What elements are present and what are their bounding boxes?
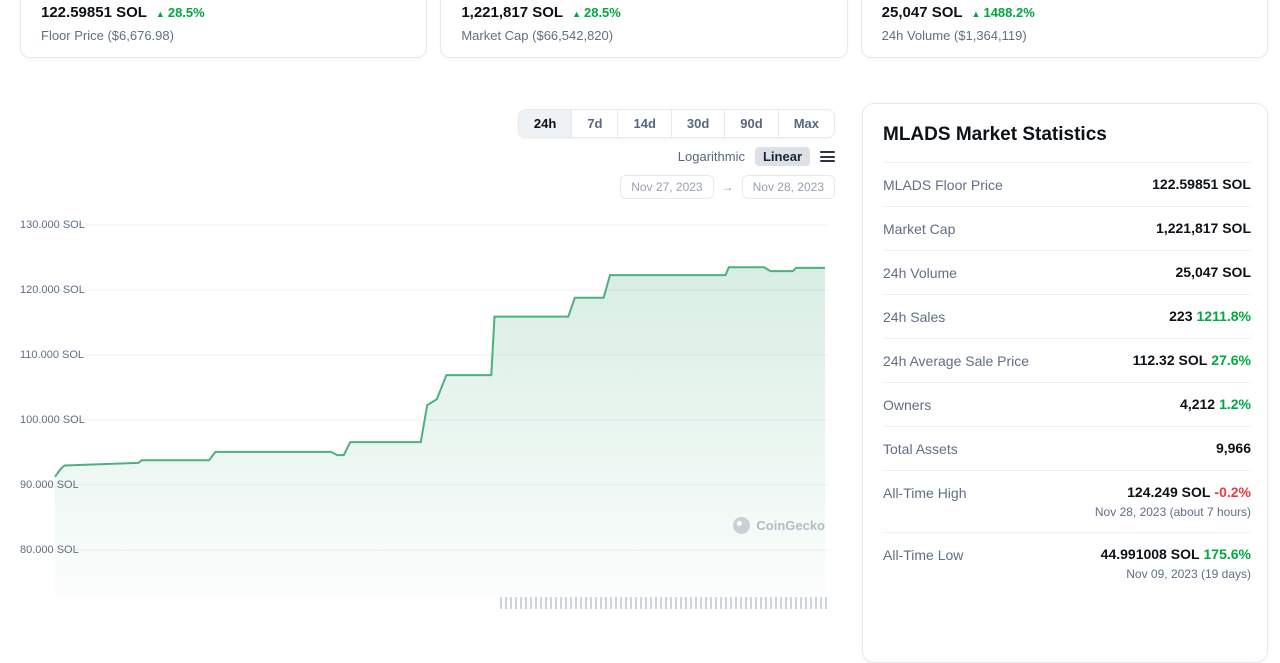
stat-value: 223 [1169, 308, 1193, 324]
stat-value: 112.32 SOL [1132, 352, 1208, 368]
stat-value: 1,221,817 SOL [1156, 220, 1251, 236]
range-button-14d[interactable]: 14d [617, 110, 671, 137]
volume-change: ▲ 1488.2% [971, 5, 1035, 20]
time-range-selector: 24h 7d 14d 30d 90d Max [517, 109, 835, 138]
stat-percent: -0.2% [1214, 484, 1251, 500]
range-button-30d[interactable]: 30d [670, 110, 725, 137]
chart-controls: 24h 7d 14d 30d 90d Max Logarithmic Linea… [20, 109, 848, 199]
stat-row-all-time-high: All-Time High 124.249 SOL -0.2% Nov 28, 20… [883, 470, 1251, 532]
chart-canvas[interactable] [20, 205, 848, 609]
stat-value: 124.249 SOL [1127, 484, 1211, 500]
stat-subtext: Nov 28, 2023 (about 7 hours) [1094, 505, 1251, 519]
stat-label: Owners [883, 397, 932, 413]
stat-value: 25,047 SOL [1175, 264, 1252, 280]
floor-price-change: ▲ 28.5% [155, 5, 205, 20]
scale-option-linear[interactable]: Linear [754, 147, 810, 166]
y-axis-label: 100.000 SOL [20, 414, 85, 426]
y-axis-label: 90.000 SOL [20, 479, 79, 491]
stat-subtext: Nov 09, 2023 (19 days) [1126, 567, 1251, 581]
stat-value: 122.59851 SOL [1152, 176, 1251, 192]
stat-label: 24h Sales [883, 309, 946, 325]
stat-row-24h-sales: 24h Sales 223 1211.8% [883, 294, 1251, 338]
volume-label: 24h Volume ($1,364,119) [881, 28, 1027, 43]
scale-toggle-row: Logarithmic Linear [678, 147, 835, 166]
stat-row-24h-volume: 24h Volume 25,047 SOL [883, 250, 1251, 294]
y-axis-label: 120.000 SOL [20, 284, 85, 296]
coingecko-watermark: CoinGecko [733, 517, 825, 534]
stat-row-all-time-low: All-Time Low 44.991008 SOL 175.6% Nov 09, … [883, 532, 1251, 594]
stat-row-total-assets: Total Assets 9,966 [883, 426, 1251, 470]
market-statistics-panel: MLADS Market Statistics MLADS Floor Pric… [862, 103, 1268, 663]
market-cap-change: ▲ 28.5% [572, 5, 621, 20]
y-axis-label: 110.000 SOL [20, 349, 85, 361]
floor-price-label: Floor Price ($6,676.98) [41, 28, 174, 43]
chart-menu-icon[interactable] [820, 148, 835, 166]
stat-percent: 1211.8% [1196, 308, 1252, 324]
stat-label: All-Time Low [883, 547, 964, 563]
floor-price-value: 122.59851 SOL [41, 4, 147, 21]
panel-title: MLADS Market Statistics [883, 124, 1107, 145]
scale-option-logarithmic[interactable]: Logarithmic [677, 149, 745, 164]
range-button-24h[interactable]: 24h [518, 110, 572, 137]
date-range-arrow-icon: → [721, 180, 734, 194]
stat-row-avg-sale-price: 24h Average Sale Price 112.32 SOL 27.6% [883, 338, 1251, 382]
stat-label: 24h Average Sale Price [883, 353, 1030, 369]
date-from-input[interactable]: Nov 27, 2023 [620, 175, 714, 199]
floor-price-chart[interactable]: CoinGecko 130.000 SOL 120.000 SOL 110.000 … [20, 205, 848, 609]
up-arrow-icon: ▲ [971, 9, 981, 19]
range-button-7d[interactable]: 7d [571, 110, 618, 137]
up-arrow-icon: ▲ [572, 9, 581, 19]
stat-cards-row: 122.59851 SOL ▲ 28.5% Floor Price ($6,676… [0, 0, 1280, 58]
stat-row-market-cap: Market Cap 1,221,817 SOL [883, 206, 1251, 250]
stat-label: Market Cap [883, 221, 956, 237]
stat-percent: 27.6% [1211, 352, 1251, 368]
stat-label: MLADS Floor Price [883, 177, 1003, 193]
stat-value: 44.991008 SOL [1100, 546, 1200, 562]
up-arrow-icon: ▲ [155, 9, 165, 19]
price-chart-section: 24h 7d 14d 30d 90d Max Logarithmic Linea… [20, 103, 848, 663]
y-axis-label: 130.000 SOL [20, 219, 85, 231]
stat-row-owners: Owners 4,212 1.2% [883, 382, 1251, 426]
volume-card: 25,047 SOL ▲ 1488.2% 24h Volume ($1,364,1… [860, 0, 1268, 58]
floor-price-card: 122.59851 SOL ▲ 28.5% Floor Price ($6,676… [20, 0, 428, 58]
stat-label: Total Assets [883, 441, 958, 457]
coingecko-watermark-text: CoinGecko [756, 518, 825, 533]
date-range-row: Nov 27, 2023 → Nov 28, 2023 [620, 175, 835, 199]
stat-label: All-Time High [883, 485, 967, 501]
market-cap-label: Market Cap ($66,542,820) [461, 28, 614, 43]
stat-row-floor-price: MLADS Floor Price 122.59851 SOL [883, 162, 1251, 206]
stat-percent: 175.6% [1203, 546, 1251, 562]
stat-value: 9,966 [1215, 440, 1251, 456]
stat-label: 24h Volume [883, 265, 957, 281]
main-content: 24h 7d 14d 30d 90d Max Logarithmic Linea… [0, 103, 1280, 663]
market-cap-value: 1,221,817 SOL [461, 4, 564, 21]
chart-range-navigator[interactable] [500, 597, 828, 609]
stat-percent: 1.2% [1219, 396, 1251, 412]
range-button-90d[interactable]: 90d [724, 110, 778, 137]
date-to-input[interactable]: Nov 28, 2023 [741, 175, 835, 199]
volume-value: 25,047 SOL [881, 4, 963, 21]
stat-value: 4,212 [1180, 396, 1216, 412]
y-axis-label: 80.000 SOL [20, 544, 79, 556]
market-cap-card: 1,221,817 SOL ▲ 28.5% Market Cap ($66,542… [440, 0, 848, 58]
coingecko-logo-icon [733, 517, 751, 534]
range-button-max[interactable]: Max [777, 110, 834, 137]
